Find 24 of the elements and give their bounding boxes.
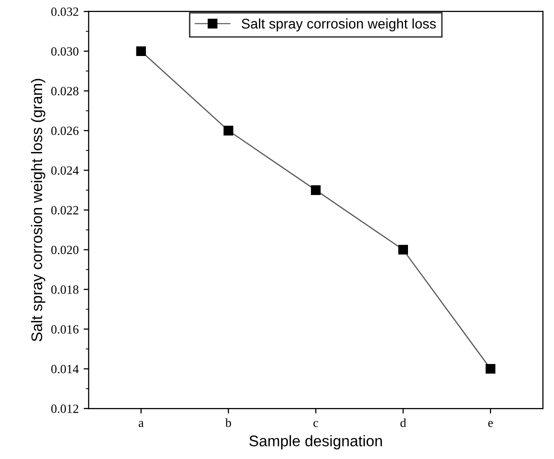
y-tick-label: 0.030 [51, 47, 78, 56]
x-axis-title: Sample designation [249, 435, 382, 450]
x-tick-label: a [138, 421, 144, 428]
y-axis-title: Salt spray corrosion weight loss (gram) [30, 78, 46, 342]
x-tick-label: c [313, 421, 318, 428]
y-tick-label: 0.032 [51, 8, 78, 16]
point [136, 46, 146, 56]
y-tick-label: 0.028 [51, 86, 78, 96]
x-tick-label: d [400, 418, 406, 428]
x-tick-label: b [225, 418, 232, 428]
y-tick-label: 0.014 [51, 364, 79, 374]
y-tick-label: 0.016 [51, 325, 79, 334]
x-tick-label: e [488, 421, 493, 428]
legend-label: Salt spray corrosion weight loss [242, 18, 436, 32]
y-tick-label: 0.018 [51, 285, 78, 294]
y-tick-label: 0.012 [51, 404, 78, 414]
y-tick-label: 0.026 [51, 126, 79, 136]
y-tick-label: 0.024 [51, 166, 79, 175]
point [310, 185, 321, 195]
y-tick-label: 0.022 [51, 206, 78, 215]
point [224, 126, 234, 136]
point [486, 364, 496, 374]
y-tick-label: 0.020 [51, 246, 78, 254]
point [398, 244, 408, 255]
